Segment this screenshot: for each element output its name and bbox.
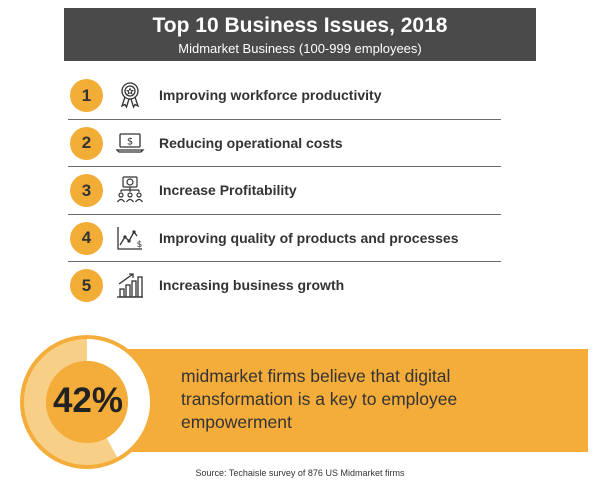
dollar-network-icon xyxy=(115,175,145,205)
issue-label: Improving workforce productivity xyxy=(159,87,382,103)
issue-label: Improving quality of products and proces… xyxy=(159,229,459,246)
stat-banner: midmarket firms believe that digital tra… xyxy=(120,349,588,452)
list-item: 1 Improving workforce productivity xyxy=(68,72,501,120)
percent-gauge xyxy=(12,333,162,471)
rank-badge: 4 xyxy=(70,221,103,255)
growth-bars-icon xyxy=(115,270,145,300)
list-item: 4 $ Improving quality of products and pr… xyxy=(68,215,501,262)
rank-badge: 1 xyxy=(70,79,103,112)
rank-badge: 5 xyxy=(70,269,103,302)
divider xyxy=(68,118,501,120)
issues-list: 1 Improving workforce productivity 2 $ R… xyxy=(68,72,501,310)
issue-label: Increase Profitability xyxy=(159,182,297,198)
page-title: Top 10 Business Issues, 2018 xyxy=(152,14,448,37)
gauge-inner-disc xyxy=(46,361,128,443)
gauge-progress-arc xyxy=(24,339,150,465)
stat-text: midmarket firms believe that digital tra… xyxy=(181,366,458,432)
rank-badge: 2 xyxy=(70,126,103,160)
list-item: 3 Increase Profitability xyxy=(68,167,501,215)
header-banner: Top 10 Business Issues, 2018 Midmarket B… xyxy=(64,8,536,61)
trend-line-dollar-icon: $ xyxy=(115,223,145,253)
svg-text:$: $ xyxy=(137,240,143,250)
percent-value: 42% xyxy=(52,381,124,420)
issue-label: Reducing operational costs xyxy=(159,134,343,151)
list-item: 2 $ Reducing operational costs xyxy=(68,120,501,167)
divider xyxy=(68,166,501,167)
issue-label: Increasing business growth xyxy=(159,277,345,293)
divider xyxy=(68,261,501,262)
list-item: 5 Increasing business growth xyxy=(68,262,501,310)
rank-badge: 3 xyxy=(70,174,103,207)
svg-text:$: $ xyxy=(127,136,133,147)
page-subtitle: Midmarket Business (100-999 employees) xyxy=(178,41,422,56)
award-ribbon-icon xyxy=(115,80,145,110)
source-note: Source: Techaisle survey of 876 US Midma… xyxy=(195,468,405,478)
laptop-dollar-icon: $ xyxy=(115,128,145,158)
divider xyxy=(68,213,501,215)
